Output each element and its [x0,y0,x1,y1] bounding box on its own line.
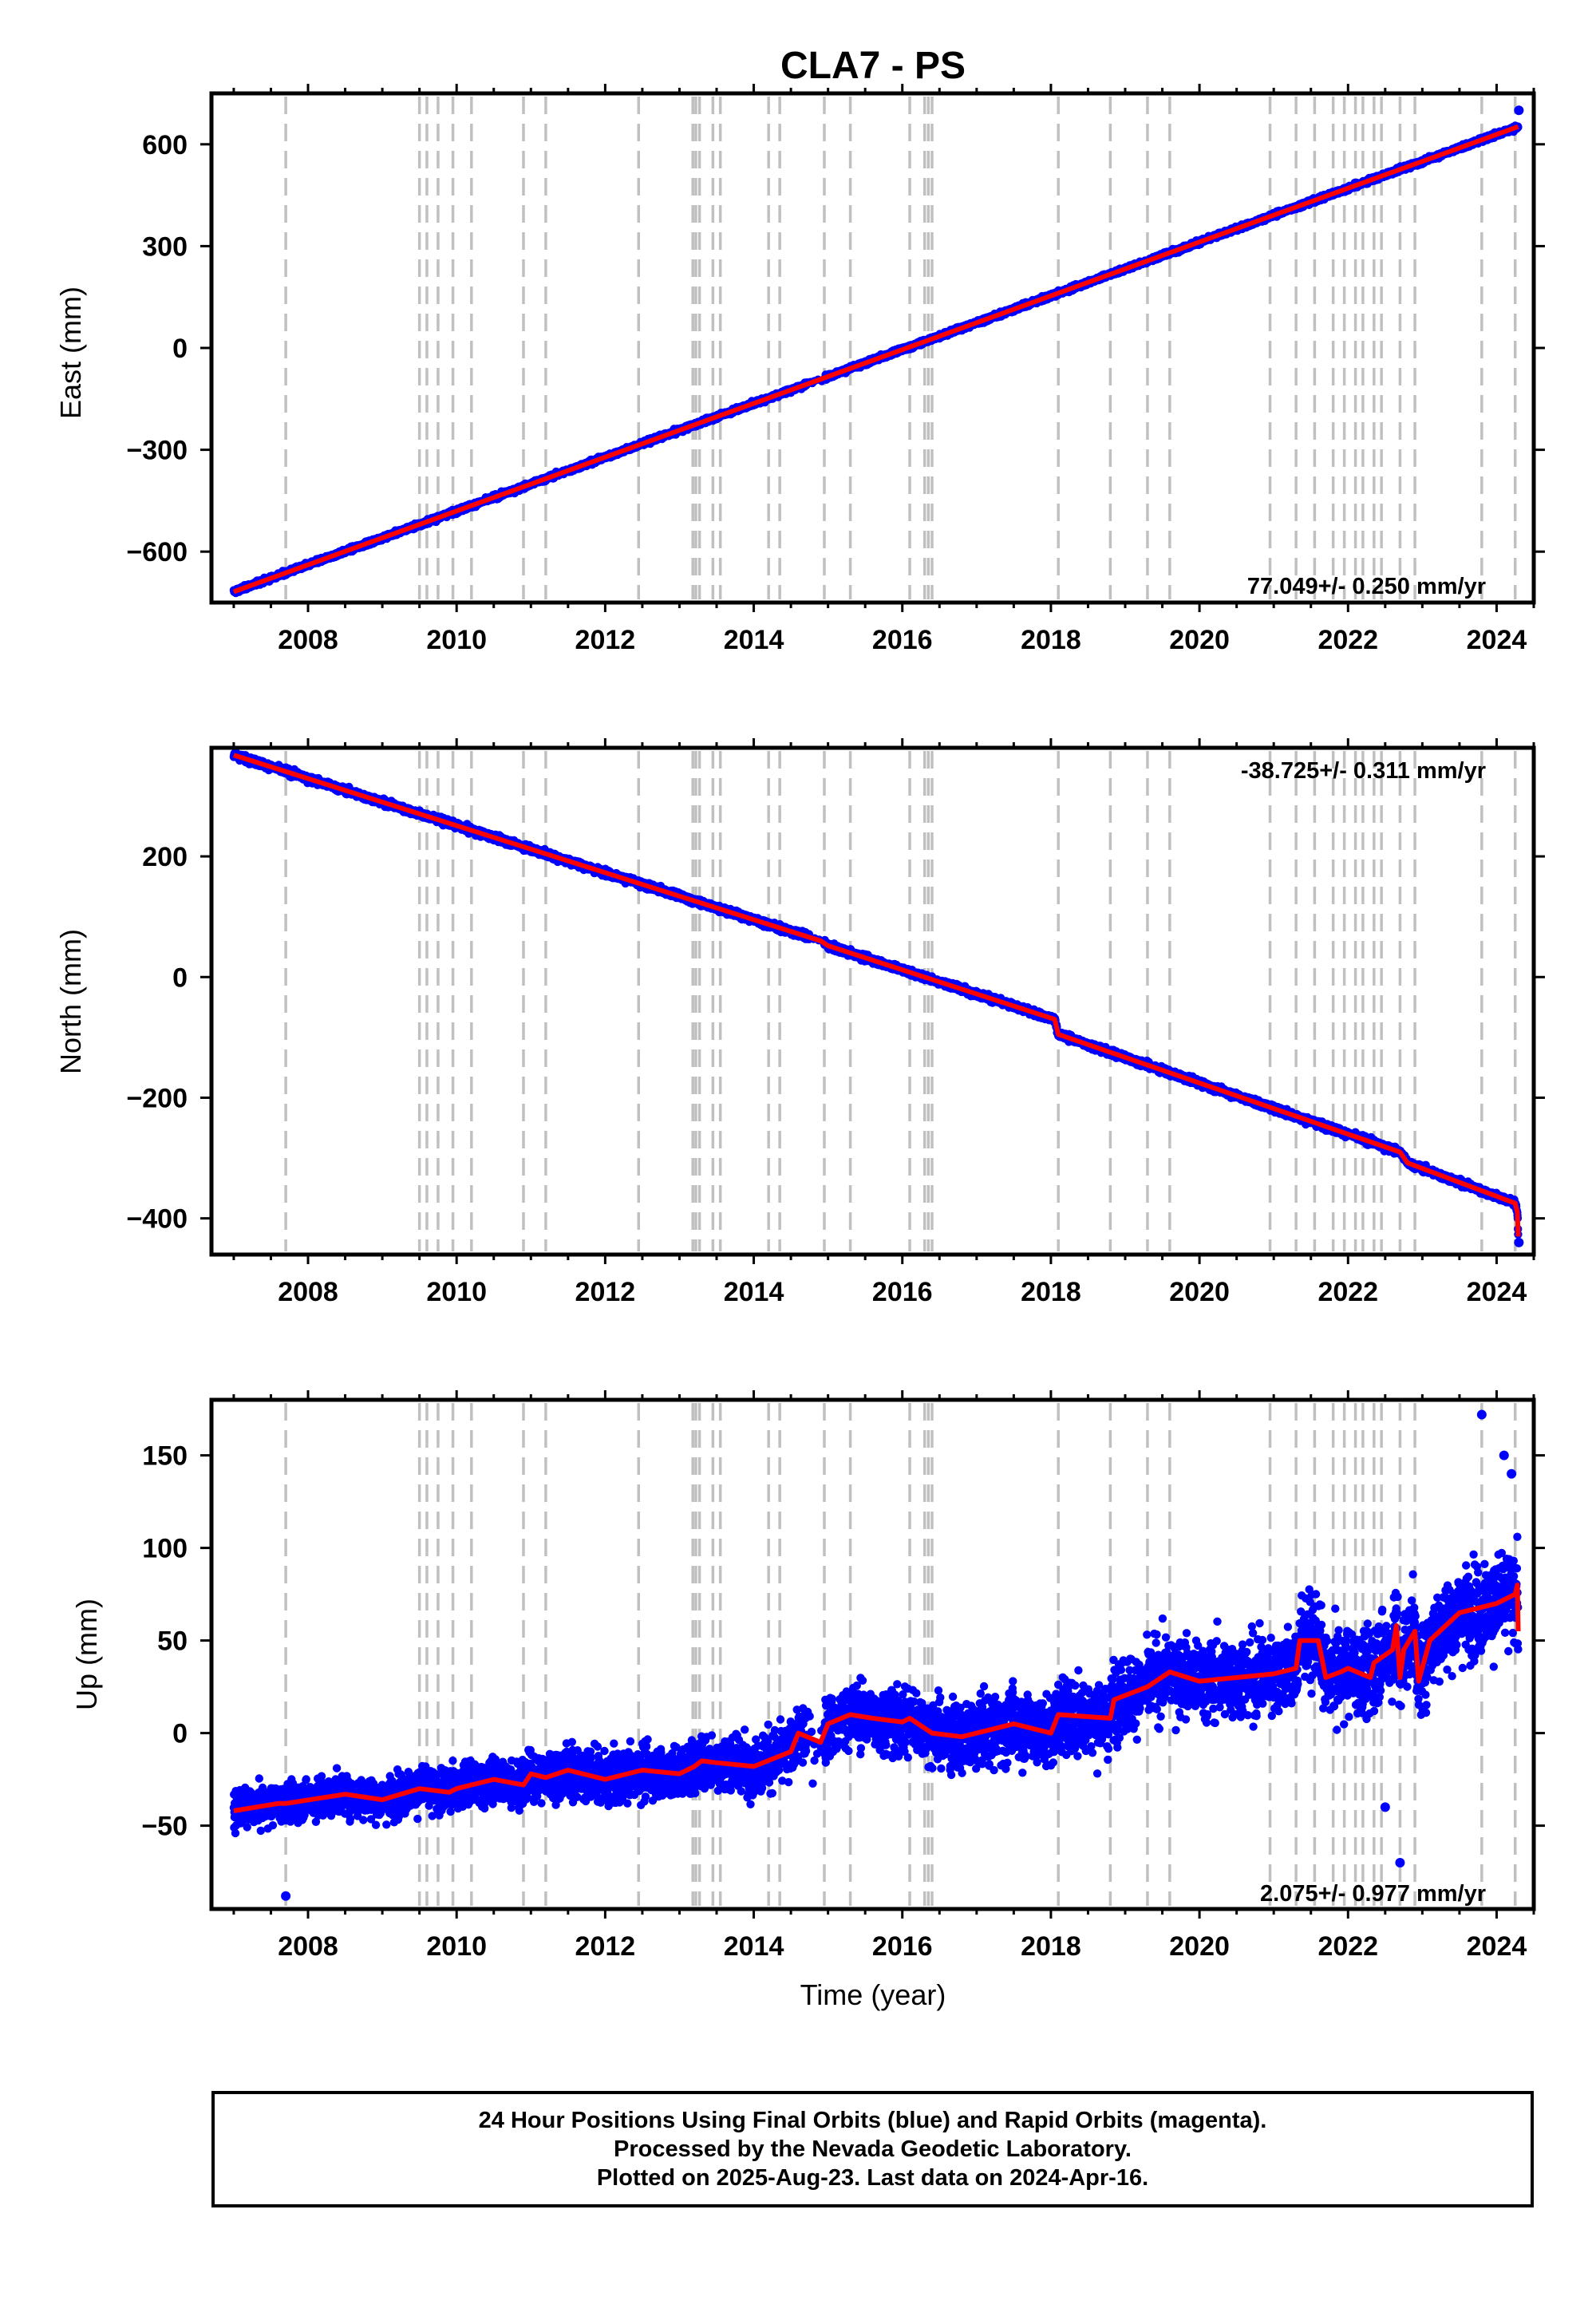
rate-label: 77.049+/- 0.250 mm/yr [1247,574,1486,599]
y-axis-label: North (mm) [54,929,87,1074]
x-tick-label: 2022 [1317,625,1378,655]
outlier-point [281,1891,291,1901]
x-tick-label: 2022 [1317,1277,1378,1307]
x-tick-label: 2018 [1021,1277,1081,1307]
plot-frame [209,1397,1536,1911]
x-tick-label: 2016 [872,1277,933,1307]
y-tick-label: 600 [142,130,188,160]
x-tick-label: 2024 [1467,1277,1527,1307]
x-tick-label: 2016 [872,625,933,655]
x-tick-label: 2012 [575,1277,636,1307]
east-panel: 2008 2010 2012 2014 2016 2018 2020 2022 2024 600 3… [54,84,1545,655]
y-tick-label: −600 [126,537,188,567]
chart-title: CLA7 - PS [780,45,966,87]
y-tick-label: 0 [172,962,188,993]
x-tick-label: 2020 [1169,1931,1230,1962]
processing-info-box: 24 Hour Positions Using Final Orbits (bl… [211,2091,1534,2207]
x-tick-label: 2010 [426,1277,487,1307]
x-axis-label: Time (year) [800,1978,946,2011]
outlier-point [1395,1858,1405,1867]
model-fit-line [233,1583,1521,1813]
x-tick-label: 2012 [575,1931,636,1962]
x-tick-label: 2020 [1169,625,1230,655]
model-fit-line [232,124,1519,595]
x-tick-label: 2018 [1021,1931,1081,1962]
daily-positions-scatter [229,1532,1523,1838]
y-tick-label: −300 [126,436,188,466]
daily-positions-scatter [229,749,1523,1239]
outlier-point [1514,1237,1524,1247]
x-tick-label: 2024 [1467,625,1527,655]
y-tick-label: −200 [126,1083,188,1113]
y-tick-label: 150 [142,1441,188,1472]
x-tick-label: 2014 [724,1277,784,1307]
y-tick-label: 50 [157,1626,188,1657]
x-tick-label: 2010 [426,1931,487,1962]
up-panel: 2008 2010 2012 2014 2016 2018 2020 2022 2024 150 1… [70,1390,1545,2011]
y-tick-label: 100 [142,1534,188,1564]
outlier-point [1507,1468,1517,1479]
x-tick-label: 2024 [1467,1931,1527,1962]
x-tick-label: 2014 [724,625,784,655]
y-tick-label: 300 [142,231,188,262]
x-tick-label: 2014 [724,1931,784,1962]
model-fit-line [232,753,1521,1237]
north-panel: 2008 2010 2012 2014 2016 2018 2020 2022 2024 200 0… [54,738,1545,1307]
plot-frame [209,745,1536,1257]
outlier-point [1499,1450,1509,1460]
outlier-point [1476,1409,1487,1420]
x-tick-label: 2010 [426,625,487,655]
x-tick-label: 2008 [278,1931,338,1962]
rate-label: -38.725+/- 0.311 mm/yr [1241,758,1486,784]
x-tick-label: 2022 [1317,1931,1378,1962]
x-tick-label: 2012 [575,625,636,655]
x-tick-label: 2018 [1021,625,1081,655]
y-tick-label: 0 [172,1719,188,1749]
footer-line-1: 24 Hour Positions Using Final Orbits (bl… [478,2108,1267,2133]
outlier-point [1380,1802,1390,1812]
y-tick-label: −400 [126,1204,188,1235]
y-tick-label: 200 [142,842,188,872]
x-tick-label: 2008 [278,1277,338,1307]
rate-label: 2.075+/- 0.977 mm/yr [1260,1881,1486,1907]
outlier-point [1514,105,1524,116]
x-tick-label: 2020 [1169,1277,1230,1307]
y-tick-label: 0 [172,334,188,364]
footer-line-2: Processed by the Nevada Geodetic Laborat… [614,2136,1132,2162]
y-axis-label: East (mm) [54,287,87,419]
footer-line-3: Plotted on 2025-Aug-23. Last data on 202… [596,2165,1149,2191]
y-tick-label: −50 [141,1812,188,1842]
x-tick-label: 2008 [278,625,338,655]
x-tick-label: 2016 [872,1931,933,1962]
y-axis-label: Up (mm) [70,1599,103,1710]
